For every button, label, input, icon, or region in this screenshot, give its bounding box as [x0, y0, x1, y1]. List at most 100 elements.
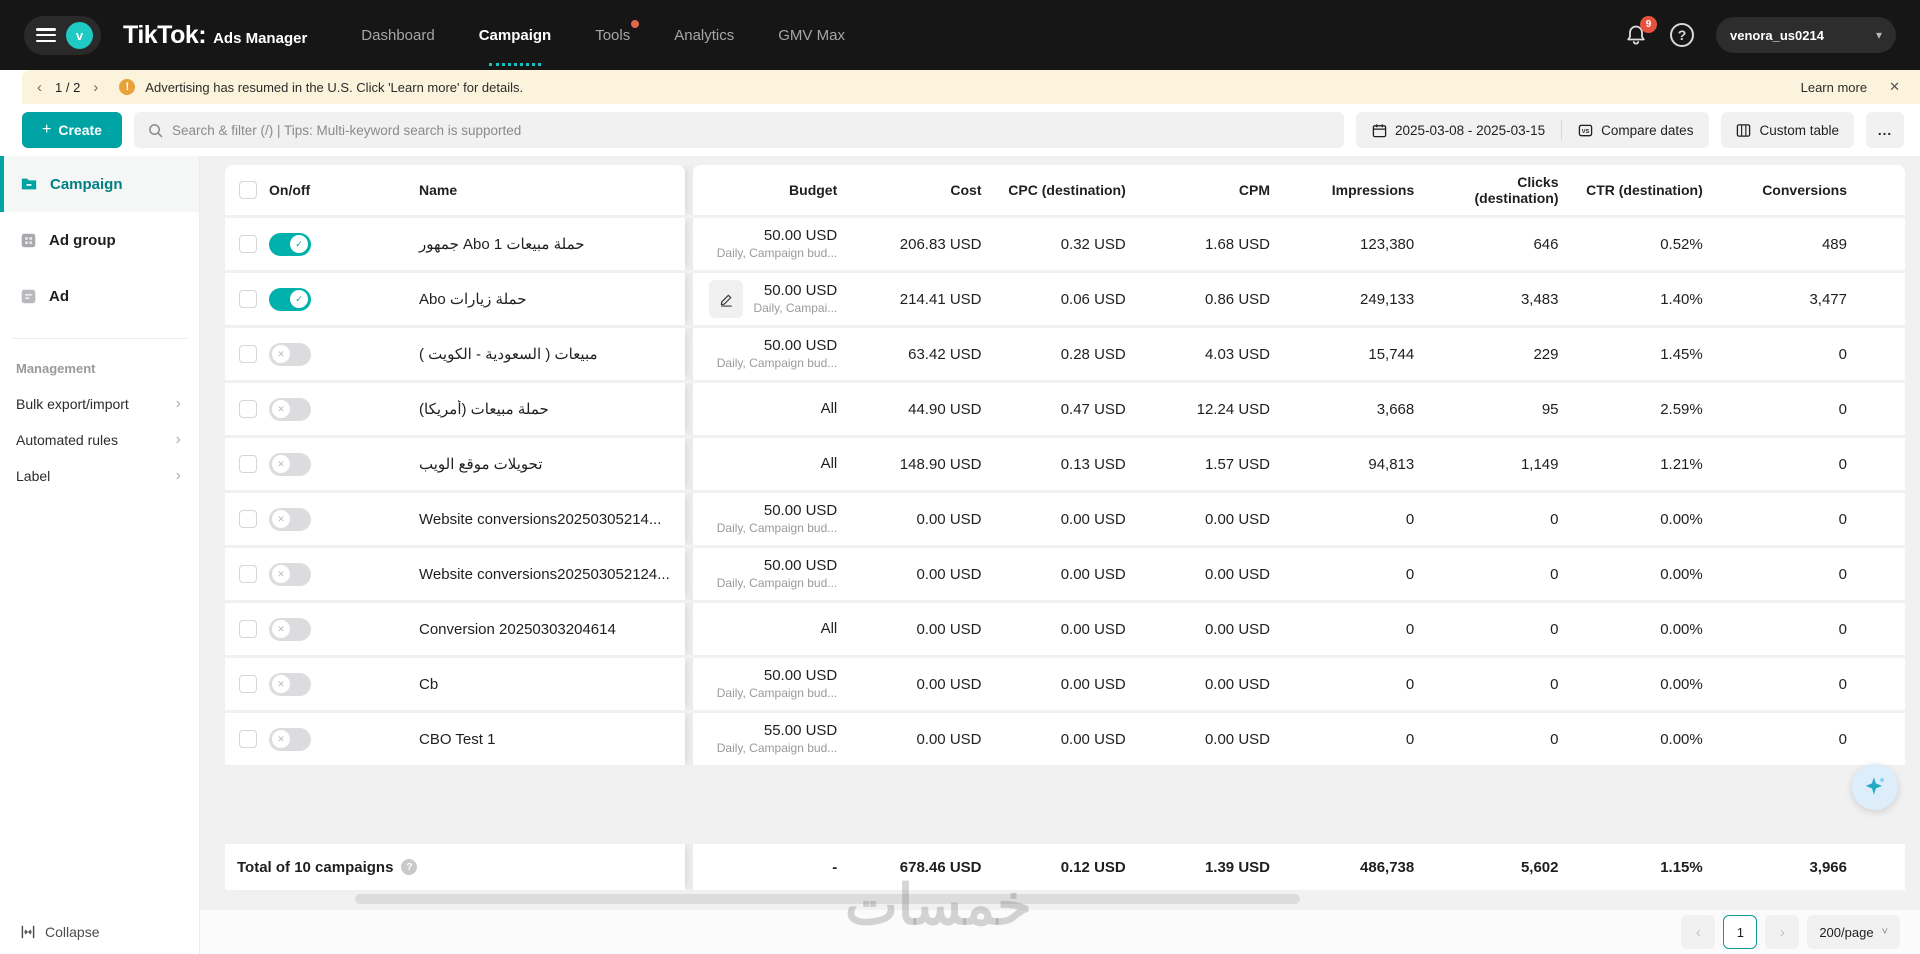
notice-prev-button[interactable]: ‹ [37, 78, 42, 96]
pagination-prev-button[interactable]: ‹ [1681, 915, 1716, 949]
onoff-toggle[interactable]: ✓✕ [269, 562, 311, 586]
pagination-next-button[interactable]: › [1765, 915, 1800, 949]
row-checkbox[interactable] [239, 620, 257, 638]
impressions-value: 0 [1405, 565, 1415, 583]
column-header-cpm[interactable]: CPM [1238, 181, 1270, 198]
main-menu-pill[interactable]: v [24, 15, 101, 55]
sidebar-item-campaign[interactable]: Campaign [0, 156, 199, 212]
clicks-value: 646 [1533, 235, 1559, 253]
more-options-button[interactable]: ... [1866, 112, 1904, 148]
onoff-toggle[interactable]: ✓✕ [269, 727, 311, 751]
impressions-value: 94,813 [1368, 455, 1415, 473]
onoff-toggle[interactable]: ✓✕ [269, 287, 311, 311]
column-header-conversions[interactable]: Conversions [1762, 181, 1847, 198]
search-input[interactable] [171, 122, 1331, 138]
campaign-name-link[interactable]: Conversion 20250303204614 [419, 620, 616, 638]
column-header-cpc[interactable]: CPC (destination) [1008, 181, 1126, 198]
campaign-name-link[interactable]: جمهور Abo 1 حملة مبيعات [419, 236, 585, 253]
sidebar-item-bulk-export-import[interactable]: Bulk export/import › [0, 386, 199, 422]
campaign-name-link[interactable]: Website conversions202503052124... [419, 565, 670, 583]
avatar[interactable]: v [66, 21, 93, 49]
row-checkbox[interactable] [239, 400, 257, 418]
onoff-toggle[interactable]: ✓✕ [269, 342, 311, 366]
column-header-impressions[interactable]: Impressions [1331, 181, 1415, 198]
onoff-toggle[interactable]: ✓✕ [269, 232, 311, 256]
column-header-clicks[interactable]: Clicks (destination) [1414, 174, 1559, 206]
row-checkbox[interactable] [239, 675, 257, 693]
notice-next-button[interactable]: › [93, 78, 99, 96]
date-compare-control: 2025-03-08 - 2025-03-15 VS Compare dates [1356, 112, 1710, 148]
row-checkbox[interactable] [239, 565, 257, 583]
row-checkbox[interactable] [239, 290, 257, 308]
nav-gmv-max[interactable]: GMV Max [778, 26, 845, 44]
edit-budget-button[interactable] [709, 280, 744, 318]
sidebar-item-ad[interactable]: Ad [0, 268, 199, 324]
row-checkbox[interactable] [239, 235, 257, 253]
notice-close-button[interactable]: ✕ [1889, 79, 1900, 94]
nav-tools[interactable]: Tools [595, 0, 640, 70]
create-button[interactable]: + Create [22, 112, 122, 148]
date-range-picker[interactable]: 2025-03-08 - 2025-03-15 [1356, 112, 1561, 148]
divider [1561, 120, 1563, 140]
search-box[interactable] [133, 112, 1345, 148]
collapse-sidebar-button[interactable]: Collapse [20, 924, 99, 940]
campaign-name-link[interactable]: Abo حملة زيارات [419, 291, 527, 308]
nav-dashboard[interactable]: Dashboard [361, 26, 435, 44]
budget-cell: 50.00 USD Daily, Campaign bud... [693, 557, 838, 591]
conversions-value: 0 [1838, 675, 1847, 693]
pagination-current-page[interactable]: 1 [1723, 915, 1758, 949]
budget-cell: 50.00 USD Daily, Campaign bud... [693, 667, 838, 701]
notifications-button[interactable]: 9 [1624, 16, 1657, 47]
campaign-name-link[interactable]: Cb [419, 675, 439, 693]
nav-campaign[interactable]: Campaign [479, 0, 551, 70]
help-button[interactable]: ? [1670, 23, 1694, 47]
compare-dates-button[interactable]: VS Compare dates [1562, 112, 1709, 148]
nav-analytics[interactable]: Analytics [674, 26, 735, 44]
conversions-value: 0 [1838, 510, 1847, 528]
onoff-toggle[interactable]: ✓✕ [269, 507, 311, 531]
row-checkbox[interactable] [239, 455, 257, 473]
impressions-value: 0 [1405, 675, 1415, 693]
hamburger-menu-icon[interactable] [36, 28, 56, 42]
cost-value: 0.00 USD [916, 675, 982, 693]
sidebar-item-automated-rules[interactable]: Automated rules › [0, 422, 199, 458]
column-header-cost[interactable]: Cost [950, 181, 982, 198]
row-checkbox[interactable] [239, 730, 257, 748]
brand-ads-manager: Ads Manager [213, 29, 308, 47]
onoff-toggle[interactable]: ✓✕ [269, 397, 311, 421]
account-switcher[interactable]: venora_us0214 ▾ [1716, 17, 1896, 53]
info-icon[interactable]: ? [401, 859, 418, 875]
divider [12, 338, 187, 339]
sidebar-item-ad-group[interactable]: Ad group [0, 212, 199, 268]
learn-more-link[interactable]: Learn more [1800, 79, 1868, 95]
mgmt-item-label: Label [16, 468, 51, 484]
frozen-column-divider [685, 273, 693, 325]
row-checkbox[interactable] [239, 510, 257, 528]
onoff-toggle[interactable]: ✓✕ [269, 617, 311, 641]
column-header-budget[interactable]: Budget [789, 181, 838, 198]
campaign-name-link[interactable]: CBO Test 1 [419, 730, 496, 748]
conversions-value: 0 [1838, 730, 1847, 748]
frozen-column-divider [685, 328, 693, 380]
page-size-selector[interactable]: 200/page ˅ [1807, 915, 1900, 949]
select-all-checkbox[interactable] [239, 181, 257, 199]
total-conversions: 3,966 [1809, 858, 1847, 876]
bell-icon [1627, 25, 1645, 45]
cost-value: 206.83 USD [899, 235, 982, 253]
ad-icon [21, 289, 36, 303]
onoff-toggle[interactable]: ✓✕ [269, 452, 311, 476]
ai-assistant-button[interactable] [1852, 764, 1898, 810]
campaign-name-link[interactable]: تحويلات موقع الويب [419, 456, 543, 473]
column-header-name[interactable]: Name [419, 182, 458, 198]
horizontal-scrollbar[interactable] [355, 894, 1300, 904]
campaign-name-link[interactable]: Website conversions20250305214... [419, 510, 662, 528]
sidebar-item-label-link[interactable]: Label › [0, 458, 199, 494]
campaign-name-link[interactable]: مبيعات ( السعودية - الكويت ) [419, 346, 598, 363]
row-checkbox[interactable] [239, 345, 257, 363]
column-header-ctr[interactable]: CTR (destination) [1586, 181, 1703, 198]
campaign-name-link[interactable]: حملة مبيعات (أمريكا) [419, 401, 549, 418]
custom-table-button[interactable]: Custom table [1721, 112, 1854, 148]
onoff-toggle[interactable]: ✓✕ [269, 672, 311, 696]
frozen-column-divider [685, 658, 693, 710]
total-clicks: 5,602 [1520, 858, 1559, 876]
